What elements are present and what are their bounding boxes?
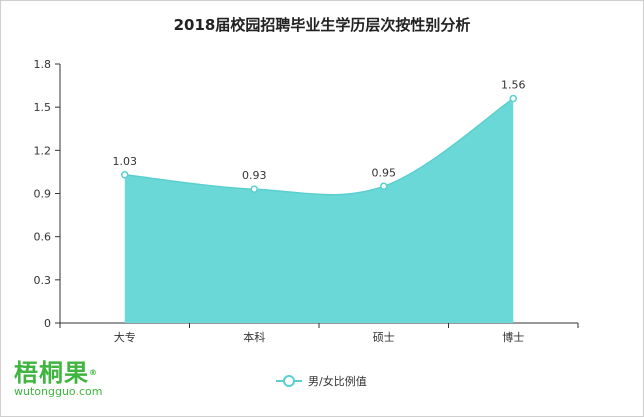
legend-marker xyxy=(283,375,295,387)
series-area: 1.03 0.93 0.95 1.56 xyxy=(113,79,526,324)
x-tick-label: 硕士 xyxy=(373,331,395,344)
data-point xyxy=(121,171,129,179)
data-label: 0.95 xyxy=(372,166,397,179)
y-tick-label: 0.3 xyxy=(34,274,52,287)
x-tick-label: 本科 xyxy=(243,330,265,344)
y-axis: 0 0.3 0.6 0.9 1.2 1.5 1.8 xyxy=(34,58,61,330)
chart-title: 2018届校园招聘毕业生学历层次按性别分析 xyxy=(173,16,471,34)
x-tick-label: 大专 xyxy=(114,330,136,344)
watermark-logo: 梧桐果® wutongguo.com xyxy=(14,360,102,398)
y-tick-label: 0.9 xyxy=(34,188,52,201)
data-point xyxy=(250,185,258,193)
y-tick-label: 1.8 xyxy=(34,58,52,71)
logo-registered: ® xyxy=(89,368,98,377)
y-tick-label: 1.5 xyxy=(34,101,52,114)
area-fill xyxy=(124,98,514,324)
series-line xyxy=(124,97,514,196)
data-label: 0.93 xyxy=(242,169,267,182)
x-axis: 大专 本科 硕士 博士 xyxy=(59,322,579,344)
logo-url: wutongguo.com xyxy=(14,386,102,398)
data-label: 1.56 xyxy=(501,79,526,92)
logo-url-prefix: wutongguo xyxy=(14,385,76,398)
legend[interactable]: 男/女比例值 xyxy=(276,374,367,388)
data-point xyxy=(380,182,388,191)
logo-url-suffix: com xyxy=(78,385,103,398)
logo-url-dot: . xyxy=(75,385,79,398)
x-tick-label: 博士 xyxy=(502,331,524,344)
y-tick-label: 0.6 xyxy=(34,231,52,244)
y-tick-label: 1.2 xyxy=(34,144,52,157)
logo-name: 梧桐果 xyxy=(14,359,89,387)
data-point xyxy=(509,94,517,103)
data-label: 1.03 xyxy=(113,155,138,168)
legend-label: 男/女比例值 xyxy=(308,374,367,388)
y-tick-label: 0 xyxy=(44,317,51,330)
